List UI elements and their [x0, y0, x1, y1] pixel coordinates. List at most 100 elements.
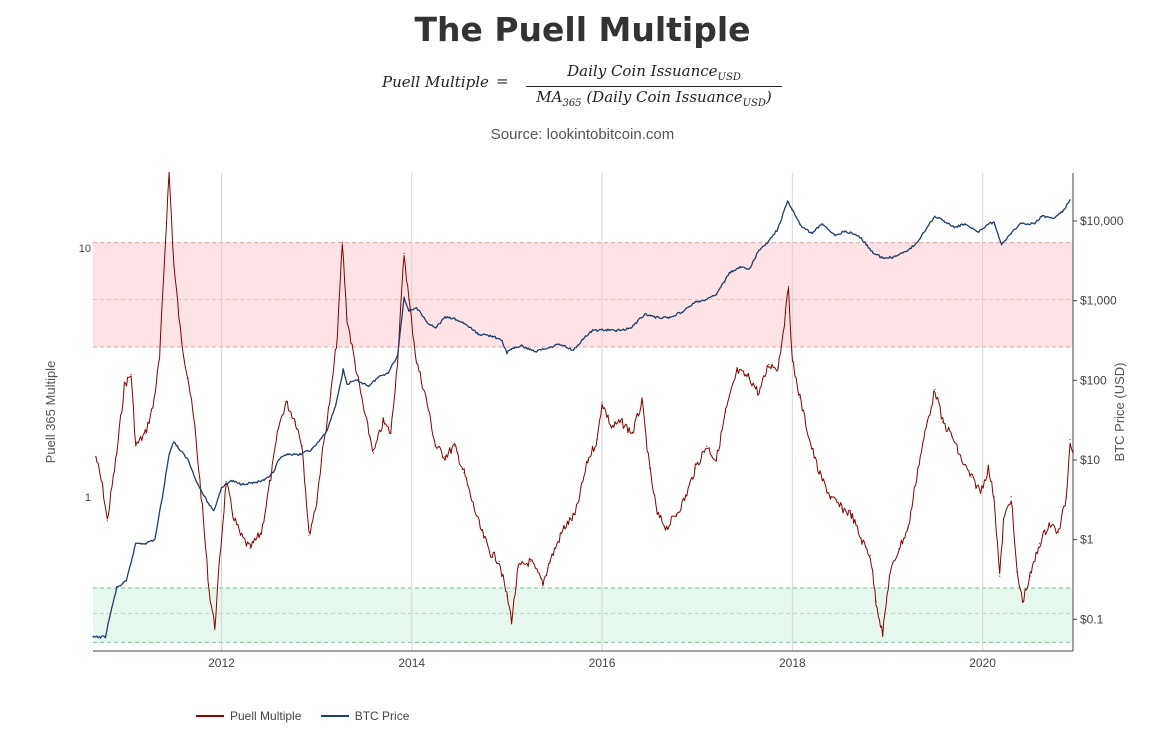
btc-price-point	[230, 480, 232, 482]
puell-multiple-point	[587, 459, 589, 461]
puell-multiple-point	[232, 513, 234, 515]
puell-multiple-point	[135, 445, 137, 447]
btc-price-point	[263, 480, 265, 482]
puell-multiple-point	[1010, 496, 1012, 498]
btc-price-point	[1020, 222, 1022, 225]
btc-price-point	[682, 310, 684, 313]
puell-multiple-point	[736, 370, 738, 372]
btc-price-point	[197, 483, 199, 485]
btc-price-point	[668, 317, 670, 319]
y-right-axis-title: BTC Price (USD)	[1112, 363, 1127, 462]
btc-price-point	[213, 510, 215, 512]
puell-multiple-point	[130, 373, 132, 376]
puell-multiple-point	[165, 223, 167, 225]
btc-price-point	[377, 376, 380, 378]
puell-multiple-point	[542, 582, 544, 584]
puell-multiple-point	[295, 421, 297, 423]
puell-multiple-point	[767, 363, 770, 366]
puell-multiple-point	[926, 421, 929, 423]
btc-price-point	[408, 309, 410, 312]
puell-multiple-point	[785, 311, 787, 314]
puell-multiple-point	[330, 392, 332, 395]
btc-price-point	[1041, 215, 1043, 217]
btc-price-point	[1010, 232, 1012, 234]
btc-price-point	[425, 320, 427, 322]
puell-multiple-point	[748, 377, 751, 379]
btc-price-point	[926, 225, 929, 228]
btc-price-point	[173, 441, 175, 443]
puell-multiple-point	[159, 357, 161, 359]
puell-multiple-point	[511, 619, 513, 621]
y-right-tick-label: $1,000	[1080, 294, 1117, 308]
y-right-tick-label: $0.1	[1080, 612, 1104, 626]
btc-price-point	[844, 230, 846, 232]
btc-price-point	[917, 241, 919, 243]
btc-price-point	[403, 296, 405, 298]
btc-price-point	[463, 322, 465, 324]
x-tick-label: 2020	[969, 656, 996, 670]
btc-price-point	[396, 355, 399, 357]
puell-multiple-point	[961, 459, 963, 461]
btc-price-point	[644, 313, 646, 315]
legend-item-puell[interactable]: Puell Multiple	[196, 709, 301, 723]
btc-price-point	[977, 231, 979, 233]
btc-price-point	[882, 257, 884, 259]
puell-multiple-point	[882, 633, 884, 635]
btc-price-point	[355, 379, 358, 381]
puell-multiple-point	[277, 426, 280, 428]
btc-price-point	[277, 459, 280, 461]
btc-price-point	[311, 448, 313, 451]
btc-price-point	[104, 636, 106, 638]
btc-price-point	[591, 330, 594, 332]
puell-multiple-point	[1039, 542, 1041, 544]
puell-multiple-point	[799, 397, 801, 399]
btc-price-point	[116, 586, 118, 589]
btc-price-point	[187, 459, 189, 461]
puell-multiple-point	[415, 360, 418, 362]
puell-multiple-point	[1029, 575, 1031, 577]
btc-price-point	[325, 432, 327, 434]
puell-multiple-point	[225, 481, 227, 483]
puell-multiple-point	[808, 438, 811, 441]
btc-price-point	[239, 483, 242, 485]
puell-multiple-point	[301, 445, 303, 447]
puell-multiple-point	[574, 513, 576, 515]
puell-multiple-point	[106, 520, 108, 522]
btc-price-point	[368, 385, 370, 387]
puell-multiple-point	[907, 527, 909, 529]
puell-multiple-point	[214, 626, 216, 628]
puell-multiple-point	[373, 452, 375, 454]
btc-price-point	[739, 266, 741, 269]
btc-price-point	[791, 208, 793, 210]
puell-multiple-point	[479, 527, 481, 529]
puell-multiple-point	[390, 432, 392, 434]
btc-price-point	[444, 316, 446, 318]
btc-price-point	[767, 241, 770, 243]
btc-price-point	[729, 271, 732, 273]
btc-price-point	[92, 636, 94, 638]
btc-price-point	[125, 580, 127, 582]
puell-multiple-point	[1048, 523, 1050, 525]
formula-numerator: Daily Coin IssuanceUSD	[567, 62, 741, 83]
btc-price-point	[1001, 244, 1003, 246]
btc-price-point	[335, 405, 337, 407]
btc-price-point	[786, 201, 789, 203]
puell-multiple-point	[498, 560, 500, 562]
puell-multiple-point	[517, 566, 519, 569]
y-right-tick-label: $10,000	[1080, 214, 1124, 228]
legend-item-btc[interactable]: BTC Price	[320, 709, 409, 723]
btc-price-point	[135, 542, 137, 544]
btc-price-point	[858, 235, 860, 237]
puell-multiple-point	[601, 401, 603, 403]
btc-price-point	[704, 300, 706, 302]
btc-price-point	[108, 618, 110, 620]
btc-price-point	[346, 383, 348, 385]
x-tick-label: 2012	[208, 656, 235, 670]
puell-multiple-point	[1069, 438, 1071, 441]
puell-multiple-point	[758, 392, 760, 395]
btc-price-point	[434, 327, 437, 329]
btc-price-point	[834, 235, 836, 237]
legend: Puell Multiple BTC Price	[196, 706, 425, 723]
puell-multiple-point	[841, 507, 843, 509]
green-band	[93, 587, 1073, 643]
